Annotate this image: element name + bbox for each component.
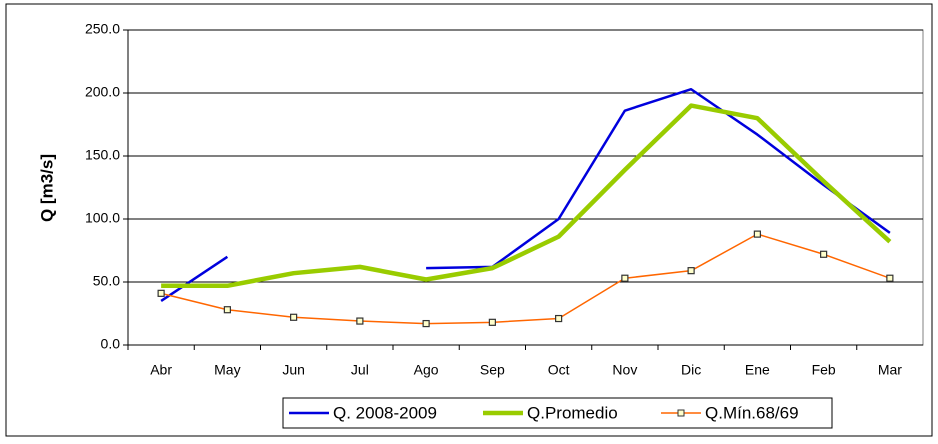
y-tick-label: 250.0 [85, 21, 120, 37]
y-tick-label: 100.0 [85, 210, 120, 226]
x-tick-label: Sep [480, 362, 505, 378]
point-marker [555, 314, 563, 323]
x-tick-label: Nov [612, 362, 637, 378]
point-marker [356, 317, 364, 325]
x-tick-label: Ago [414, 362, 439, 378]
point-marker [157, 289, 165, 297]
x-tick-label: Oct [548, 362, 570, 378]
point-marker [488, 318, 496, 326]
legend-label: Q. 2008-2009 [333, 403, 437, 422]
plot-area [127, 29, 924, 346]
legend-label: Q.Promedio [527, 403, 618, 422]
point-marker [422, 319, 430, 328]
y-tick-label: 200.0 [85, 84, 120, 100]
x-tick-label: Jul [351, 362, 369, 378]
legend: Q. 2008-2009 Q.Promedio Q.Mín.68/69 [282, 397, 833, 429]
series-line [160, 233, 891, 325]
legend-marker [677, 409, 685, 417]
series-line [161, 103, 892, 289]
point-marker [753, 230, 761, 238]
x-tick-label: Feb [812, 362, 836, 378]
x-tick-label: Dic [681, 362, 701, 378]
x-tick-label: Abr [150, 362, 172, 378]
y-tick-label: 150.0 [85, 147, 120, 163]
x-tick-label: Jun [282, 362, 305, 378]
series-line [160, 87, 891, 302]
x-tick-label: May [214, 362, 240, 378]
point-marker [687, 267, 695, 275]
point-marker [886, 274, 894, 282]
y-axis-label: Q [m3/s] [37, 154, 56, 222]
point-marker [290, 313, 298, 321]
y-tick-label: 50.0 [93, 273, 120, 289]
legend-label: Q.Mín.68/69 [705, 403, 799, 422]
x-tick-label: Ene [745, 362, 770, 378]
point-marker [621, 274, 629, 282]
y-tick-label: 0.0 [101, 336, 121, 352]
legend-box [282, 397, 833, 429]
point-marker [223, 306, 231, 314]
x-tick-label: Mar [878, 362, 902, 378]
point-marker [820, 250, 828, 258]
